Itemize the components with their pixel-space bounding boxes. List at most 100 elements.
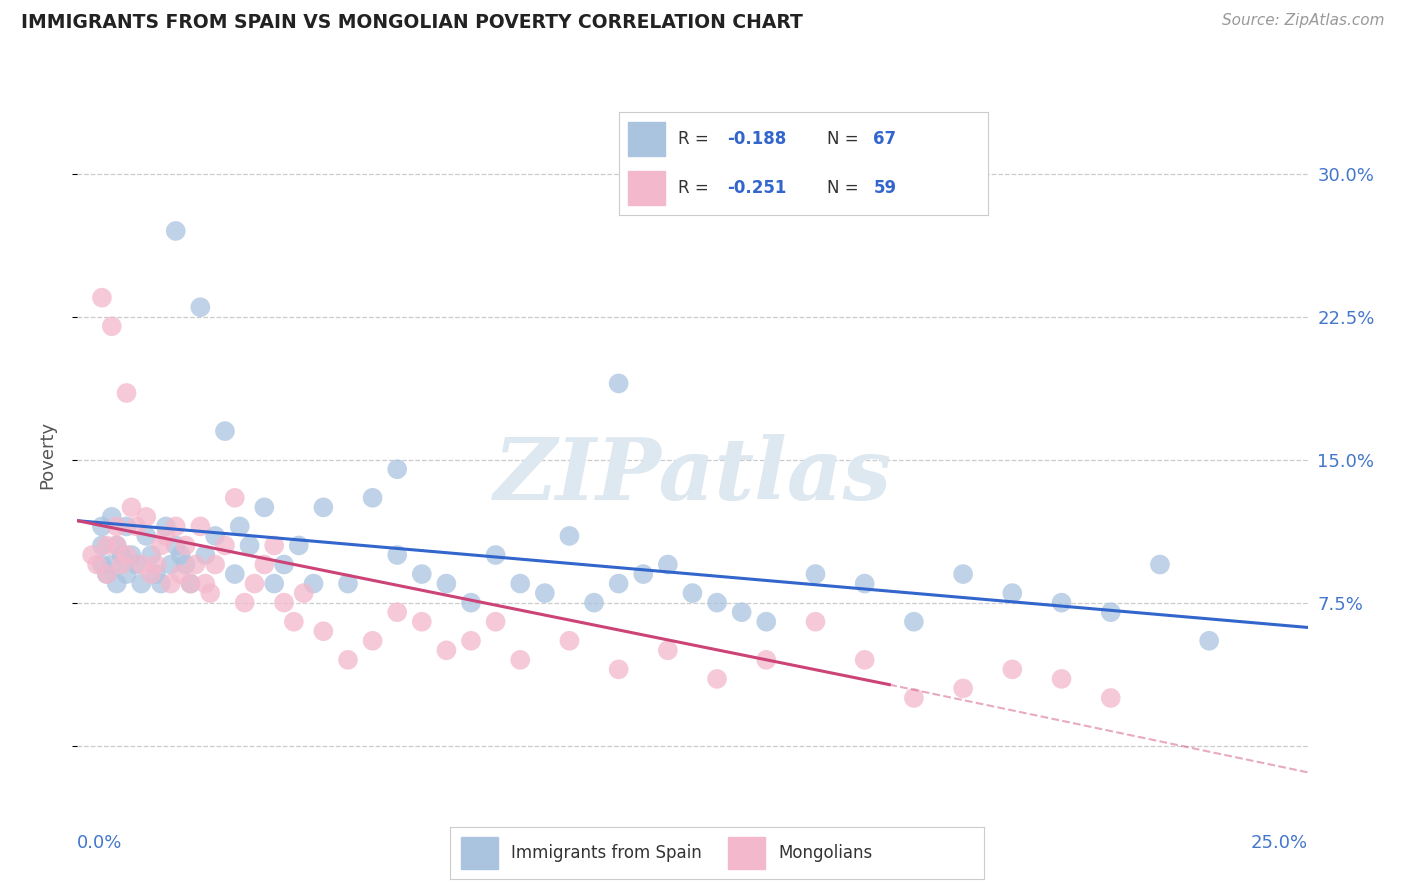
- Point: [607, 576, 630, 591]
- Point: [1001, 662, 1024, 676]
- Point: [105, 576, 128, 591]
- Point: [485, 548, 508, 562]
- Point: [337, 653, 360, 667]
- Point: [229, 519, 252, 533]
- Point: [706, 672, 728, 686]
- Point: [96, 539, 118, 553]
- Point: [312, 500, 335, 515]
- Point: [131, 558, 153, 572]
- Point: [1050, 596, 1073, 610]
- Point: [239, 539, 262, 553]
- Y-axis label: Poverty: Poverty: [38, 421, 56, 489]
- Point: [150, 539, 173, 553]
- Point: [460, 633, 482, 648]
- Text: Source: ZipAtlas.com: Source: ZipAtlas.com: [1222, 13, 1385, 29]
- Point: [200, 586, 222, 600]
- Point: [283, 615, 305, 629]
- Point: [903, 690, 925, 705]
- Point: [387, 605, 409, 619]
- Point: [90, 539, 114, 553]
- Text: Immigrants from Spain: Immigrants from Spain: [512, 844, 702, 862]
- Point: [121, 548, 143, 562]
- Point: [115, 548, 138, 562]
- Point: [135, 509, 157, 524]
- Point: [509, 653, 531, 667]
- Point: [361, 633, 384, 648]
- Point: [165, 224, 187, 238]
- Point: [135, 529, 157, 543]
- Point: [90, 558, 114, 572]
- Point: [436, 576, 458, 591]
- Point: [82, 548, 104, 562]
- Point: [224, 491, 246, 505]
- Point: [141, 548, 163, 562]
- Point: [170, 548, 193, 562]
- Point: [387, 548, 409, 562]
- Point: [952, 681, 974, 696]
- Point: [190, 300, 212, 314]
- Point: [155, 519, 177, 533]
- Point: [534, 586, 557, 600]
- Point: [174, 558, 197, 572]
- Text: Mongolians: Mongolians: [779, 844, 873, 862]
- Point: [903, 615, 925, 629]
- Point: [657, 643, 679, 657]
- Point: [263, 576, 285, 591]
- Point: [337, 576, 360, 591]
- Text: 25.0%: 25.0%: [1250, 834, 1308, 852]
- Point: [101, 558, 124, 572]
- Point: [214, 424, 236, 438]
- Point: [853, 576, 876, 591]
- Point: [155, 529, 177, 543]
- Point: [682, 586, 704, 600]
- Point: [233, 596, 256, 610]
- Point: [165, 519, 187, 533]
- Point: [312, 624, 335, 639]
- Point: [121, 500, 143, 515]
- Point: [141, 567, 163, 582]
- Point: [180, 576, 202, 591]
- Point: [485, 615, 508, 629]
- Point: [361, 491, 384, 505]
- Point: [853, 653, 876, 667]
- Point: [145, 567, 167, 582]
- Point: [131, 576, 153, 591]
- Point: [214, 539, 236, 553]
- Point: [607, 662, 630, 676]
- Point: [243, 576, 266, 591]
- Text: 0.0%: 0.0%: [77, 834, 122, 852]
- Point: [657, 558, 679, 572]
- Point: [292, 586, 315, 600]
- Point: [96, 567, 118, 582]
- Bar: [461, 838, 498, 870]
- Point: [125, 558, 148, 572]
- Point: [125, 519, 148, 533]
- Point: [387, 462, 409, 476]
- Point: [1001, 586, 1024, 600]
- Point: [101, 509, 124, 524]
- Point: [101, 319, 124, 334]
- Point: [1099, 605, 1122, 619]
- Point: [115, 386, 138, 401]
- Point: [288, 539, 311, 553]
- Point: [804, 567, 827, 582]
- Text: IMMIGRANTS FROM SPAIN VS MONGOLIAN POVERTY CORRELATION CHART: IMMIGRANTS FROM SPAIN VS MONGOLIAN POVER…: [21, 13, 803, 32]
- Point: [633, 567, 655, 582]
- Point: [804, 615, 827, 629]
- Point: [1198, 633, 1220, 648]
- Point: [96, 567, 118, 582]
- Point: [184, 558, 207, 572]
- Point: [86, 558, 108, 572]
- Point: [731, 605, 754, 619]
- Point: [180, 576, 202, 591]
- Point: [224, 567, 246, 582]
- Point: [411, 615, 433, 629]
- Point: [115, 519, 138, 533]
- Point: [111, 548, 132, 562]
- Point: [174, 539, 197, 553]
- Point: [509, 576, 531, 591]
- Point: [253, 500, 276, 515]
- Point: [952, 567, 974, 582]
- Point: [436, 643, 458, 657]
- Point: [170, 567, 193, 582]
